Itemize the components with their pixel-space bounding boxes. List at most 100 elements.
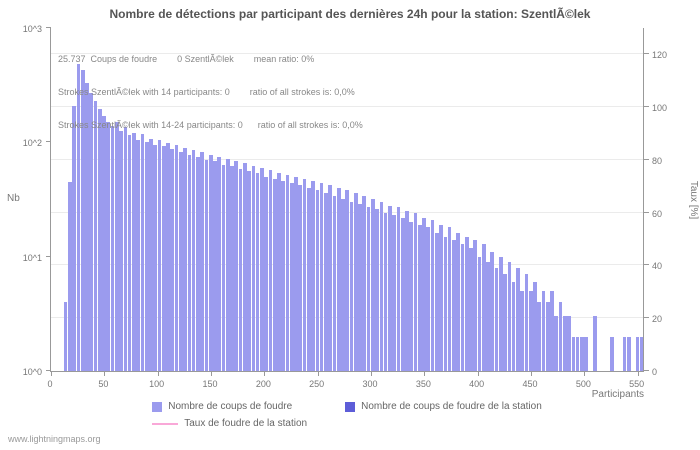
stroke-count-bar [272, 178, 277, 371]
stroke-count-bar [584, 336, 588, 371]
stroke-count-bar [153, 144, 158, 371]
stroke-count-bar [238, 169, 243, 371]
right-axis-tick [644, 317, 649, 319]
stroke-count-bar [499, 256, 503, 371]
stroke-count-bar [422, 217, 426, 371]
x-axis-tick-label: 200 [255, 379, 271, 389]
x-axis-tick [104, 371, 106, 376]
x-axis-tick [637, 371, 639, 376]
stroke-count-bar [281, 180, 286, 371]
stroke-count-bar [179, 152, 183, 371]
stroke-count-bar [417, 224, 422, 371]
stats-annotation: 25.737 Coups de foudre 0 SzentlÃ©lek mea… [58, 32, 363, 153]
stroke-count-bar [558, 302, 563, 371]
x-axis-tick-label: 550 [629, 379, 645, 389]
legend-swatch-strokes [152, 401, 163, 412]
stroke-count-bar [68, 181, 72, 371]
stroke-count-bar [123, 127, 128, 371]
stroke-count-bar [157, 140, 162, 371]
legend-swatch-station-strokes [345, 401, 356, 412]
stroke-count-bar [524, 274, 529, 371]
x-axis-tick-label: 50 [98, 379, 109, 389]
y-axis-right-label: Taux [%] [688, 180, 699, 220]
stroke-count-bar [174, 144, 179, 371]
stroke-count-bar [200, 152, 204, 371]
stroke-count-bar [204, 160, 209, 371]
stroke-count-bar [528, 291, 533, 371]
x-axis-tick [51, 371, 52, 376]
legend-line-station-rate [152, 422, 179, 425]
x-axis-tick [157, 371, 159, 376]
stroke-count-bar [208, 154, 213, 371]
left-axis-tick [46, 370, 51, 371]
left-axis-tick-label: 10^0 [22, 367, 42, 377]
x-axis-tick-label: 500 [575, 379, 591, 389]
stroke-count-bar [592, 316, 597, 371]
legend-item-strokes: Nombre de coups de foudre [152, 401, 307, 412]
stroke-count-bar [243, 162, 247, 371]
stroke-count-bar [405, 211, 409, 371]
x-axis-tick-label: 250 [309, 379, 325, 389]
stroke-count-bar [166, 143, 170, 371]
stroke-count-bar [362, 195, 367, 371]
stroke-count-bar [115, 122, 119, 371]
stroke-count-bar [452, 239, 456, 371]
x-axis-label: Participants [591, 389, 644, 400]
left-axis-tick-label: 10^1 [22, 252, 42, 263]
stroke-count-bar [336, 187, 341, 371]
stroke-count-bar [63, 302, 68, 371]
stats-annotation-line2: Strokes SzentlÃ©lek with 14 participants… [58, 87, 355, 97]
x-axis-tick [424, 371, 426, 376]
stroke-count-bar [490, 251, 495, 371]
left-axis-tick [46, 255, 51, 257]
left-axis-tick-label: 10^3 [22, 24, 42, 34]
stroke-count-bar [388, 205, 392, 371]
right-axis-tick-label: 0 [652, 367, 658, 377]
x-axis-tick-label: 300 [362, 379, 378, 389]
stroke-count-bar [191, 149, 196, 371]
x-axis-tick [317, 371, 319, 376]
x-axis-tick-label: 450 [522, 379, 538, 389]
x-axis-tick [264, 371, 266, 376]
stroke-count-bar [400, 217, 405, 371]
stroke-count-bar [221, 164, 226, 371]
stroke-count-bar [302, 178, 307, 371]
stroke-count-bar [537, 302, 542, 371]
stroke-count-bar [93, 100, 98, 371]
stroke-count-bar [435, 233, 439, 371]
right-axis-tick [644, 264, 649, 266]
stroke-count-bar [298, 185, 303, 371]
stroke-count-bar [541, 291, 546, 371]
stroke-count-bar [311, 180, 315, 371]
right-axis-tick-label: 40 [652, 261, 663, 272]
legend-item-station-rate: Taux de foudre de la station [152, 418, 307, 429]
stroke-count-bar [366, 207, 371, 371]
stroke-count-bar [533, 282, 537, 371]
stroke-count-bar [324, 193, 328, 371]
stroke-count-bar [102, 116, 106, 371]
stroke-count-bar [413, 213, 418, 371]
stroke-count-bar [477, 256, 482, 371]
stroke-count-bar [426, 227, 431, 371]
stroke-count-bar [234, 161, 239, 371]
stroke-count-bar [494, 267, 499, 371]
plot-area [46, 27, 649, 376]
stroke-count-bar [149, 138, 153, 371]
stroke-count-bar [507, 261, 512, 371]
stroke-count-bar [315, 190, 320, 371]
stroke-count-bar [481, 243, 486, 371]
stroke-count-bar [260, 167, 264, 371]
right-axis-tick-label: 100 [652, 103, 668, 114]
x-axis-tick [211, 371, 212, 376]
stroke-count-bar [247, 171, 251, 371]
stroke-count-bar [609, 336, 614, 371]
stroke-count-bar [550, 291, 554, 371]
stroke-count-bar [627, 336, 631, 371]
stroke-count-bar [110, 125, 115, 371]
legend-label-station-rate: Taux de foudre de la station [184, 418, 308, 429]
stroke-count-bar [516, 267, 520, 371]
stroke-count-bar [332, 195, 337, 371]
x-axis-tick [531, 371, 532, 376]
stroke-count-bar [255, 172, 260, 371]
stroke-count-bar [76, 64, 81, 371]
